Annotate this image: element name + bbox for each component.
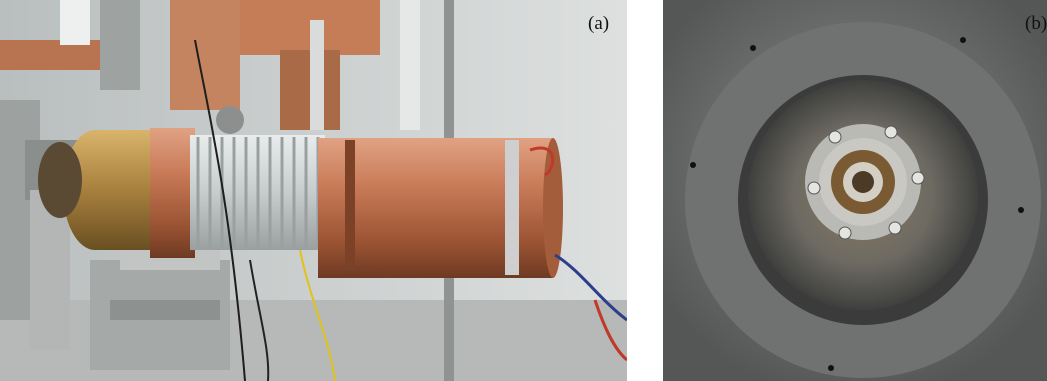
accelerator-cavity-photo: [0, 0, 627, 381]
panel-label-a: (a): [588, 13, 610, 34]
photo-panel-a: (a): [0, 0, 627, 381]
photo-panel-b: (b): [663, 0, 1047, 381]
panel-label-b: (b): [1025, 13, 1047, 34]
cavity-interior-photo: [663, 0, 1047, 381]
